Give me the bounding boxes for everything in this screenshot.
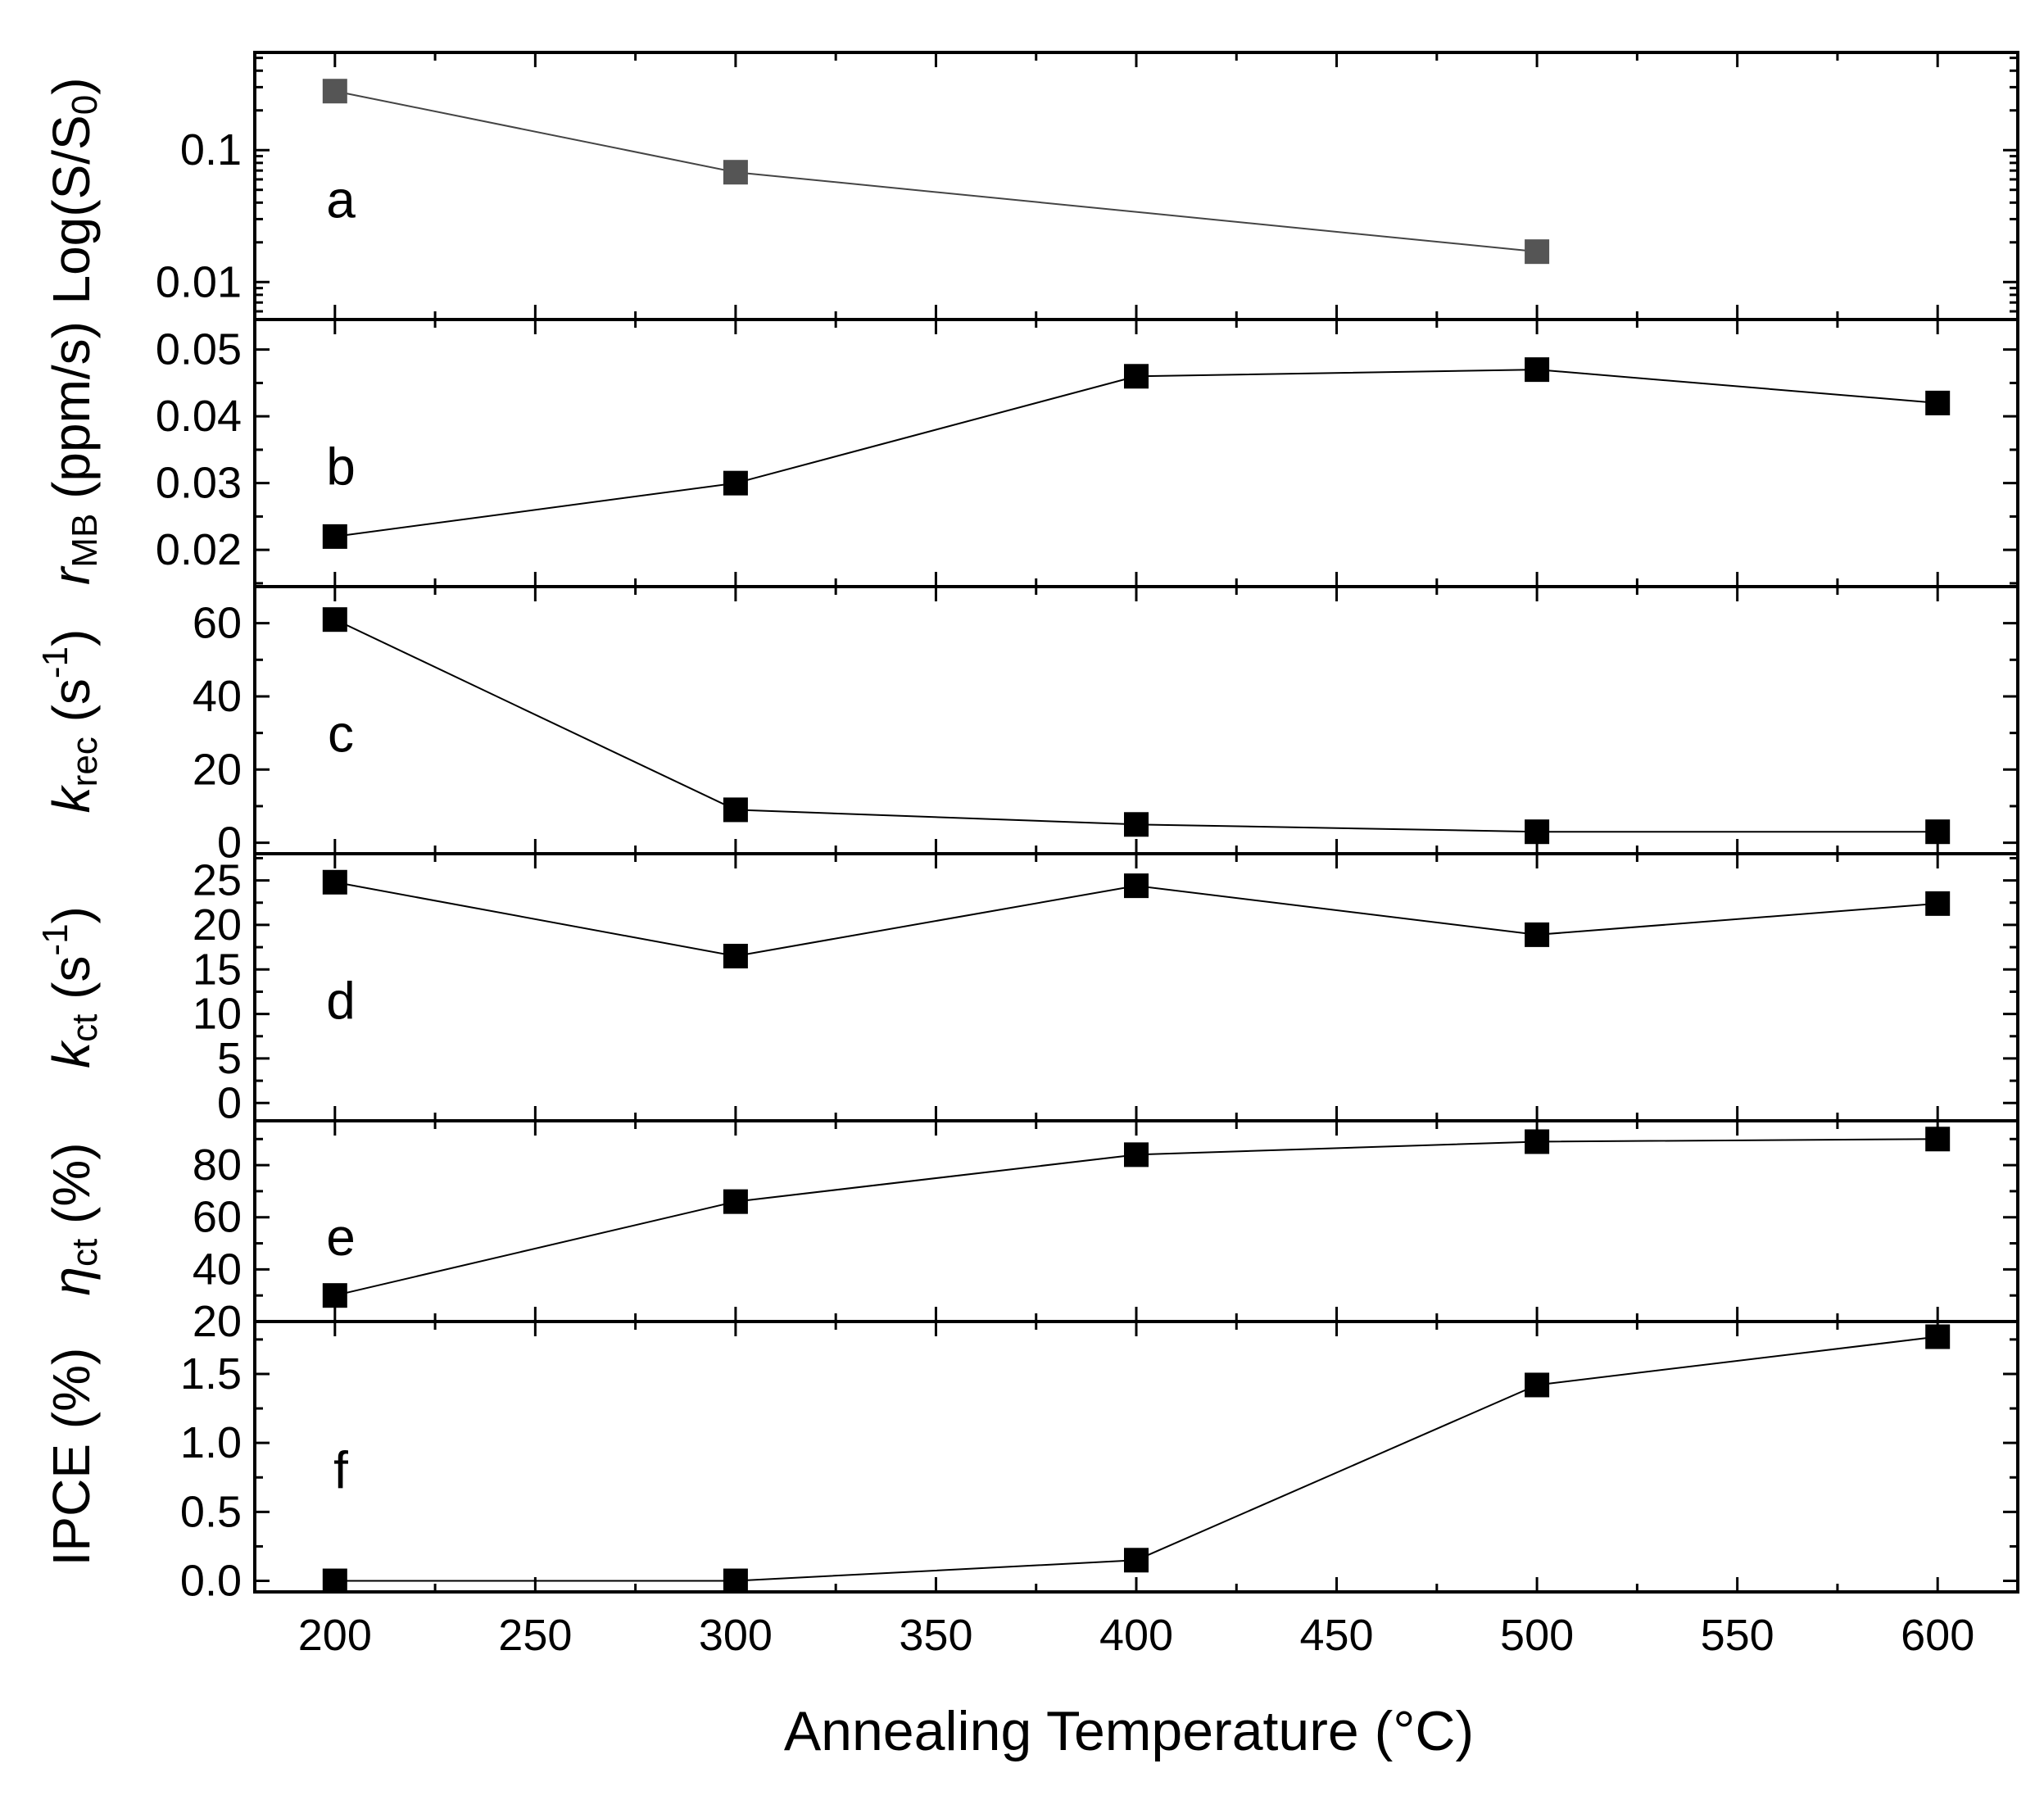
series-line-a [334,90,1538,253]
data-point-c-600 [1925,819,1951,845]
panel-a-frame [253,51,2019,321]
x-tick-label: 550 [1701,1611,1774,1660]
series-line-c [334,619,1938,833]
data-point-b-500 [1525,357,1550,383]
svg-text:Log(S/S0): Log(S/S0) [42,77,105,304]
data-point-f-500 [1525,1372,1550,1398]
y-tick-label: 40 [193,1245,242,1294]
data-point-f-200 [322,1568,347,1594]
y-tick-label: 60 [193,599,242,648]
data-point-d-200 [322,869,347,895]
data-point-b-300 [723,470,748,496]
y-tick-label: 0 [217,818,242,868]
panel-letter-f: f [333,1441,348,1500]
panel-letter-b: b [326,437,356,496]
y-tick-label: 10 [193,990,242,1039]
y-tick-label: 40 [193,672,242,721]
data-point-d-500 [1525,922,1550,947]
y-tick-label: 5 [217,1034,242,1083]
series-line-f [334,1335,1938,1582]
ylabel-d: kct (s-1) [35,906,105,1068]
panel-b: 0.02 0.03 0.04 0.05 b [156,318,2019,588]
y-tick-label: 0.05 [156,325,242,374]
y-tick-label: 0.01 [156,257,242,306]
y-tick-label: 15 [193,945,242,994]
data-point-a-500 [1525,239,1550,265]
y-tick-label: 20 [193,900,242,950]
x-tick-label: 250 [498,1611,572,1660]
svg-text:kct (s-1): kct (s-1) [35,906,105,1068]
y-tick-label: 20 [193,1297,242,1346]
y-tick-label: 0.1 [180,125,242,175]
data-point-b-200 [322,524,347,549]
data-point-d-600 [1925,891,1951,916]
x-tick-label: 300 [699,1611,773,1660]
x-tick-label: 500 [1500,1611,1574,1660]
panel-letter-d: d [326,971,356,1030]
panel-c: 0 20 40 60 c [193,585,2019,868]
x-tick-label: 600 [1901,1611,1974,1660]
y-tick-label: 0.0 [180,1557,242,1606]
shared-x-axis: 200 250 300 350 400 450 500 550 600 [298,1611,1974,1660]
ylabel-e: ηct (%) [42,1142,105,1295]
data-point-c-500 [1525,819,1550,845]
y-tick-label: 0.5 [180,1487,242,1536]
svg-text:IPCE (%): IPCE (%) [42,1348,101,1566]
x-tick-label: 450 [1299,1611,1373,1660]
data-point-e-500 [1525,1129,1550,1154]
panel-b-frame [253,318,2019,588]
data-point-b-600 [1925,390,1951,415]
x-tick-label: 400 [1099,1611,1173,1660]
ylabel-a: Log(S/S0) [42,77,105,304]
data-point-e-600 [1925,1127,1951,1152]
y-tick-label: 1.5 [180,1349,242,1399]
y-tick-label: 80 [193,1140,242,1190]
data-point-d-400 [1124,873,1149,899]
panel-a: 0.01 0.1 a [156,51,2019,321]
panel-letter-e: e [326,1208,356,1267]
ylabel-b: rMB (ppm/s) [42,321,105,585]
data-point-c-400 [1124,812,1149,837]
ylabel-f: IPCE (%) [42,1348,101,1566]
panels-layer: 0.010.1a0.020.030.040.05b0204060c0510152… [156,51,2019,1606]
data-point-e-300 [723,1189,748,1214]
data-point-d-300 [723,943,748,968]
data-point-c-300 [723,797,748,823]
svg-text:rMB (ppm/s): rMB (ppm/s) [42,321,105,585]
y-tick-label: 25 [193,856,242,905]
y-tick-label: 20 [193,745,242,794]
y-tick-label: 1.0 [180,1418,242,1467]
y-tick-label: 0.03 [156,459,242,508]
panel-letter-c: c [328,704,354,763]
data-point-f-600 [1925,1324,1951,1349]
data-point-f-400 [1124,1548,1149,1573]
data-point-a-300 [723,160,748,185]
data-point-a-200 [322,79,347,104]
x-axis-title: Annealing Temperature (°C) [784,1700,1474,1762]
y-tick-label: 60 [193,1193,242,1242]
svg-text:ηct (%): ηct (%) [42,1142,105,1295]
data-point-b-400 [1124,364,1149,389]
data-point-e-400 [1124,1142,1149,1168]
x-tick-label: 200 [298,1611,372,1660]
y-tick-label: 0.02 [156,525,242,574]
x-tick-label: 350 [899,1611,972,1660]
panel-f: 0.0 0.5 1.0 1.5 f [180,1320,2019,1606]
svg-text:krec (s-1): krec (s-1) [35,629,105,814]
data-point-f-300 [723,1568,748,1594]
y-tick-label: 0 [217,1078,242,1127]
ylabel-c: krec (s-1) [35,629,105,814]
data-point-e-200 [322,1283,347,1308]
y-tick-label: 0.04 [156,392,242,441]
panel-letter-a: a [326,170,356,229]
data-point-c-200 [322,607,347,632]
series-line-b [334,369,1938,537]
